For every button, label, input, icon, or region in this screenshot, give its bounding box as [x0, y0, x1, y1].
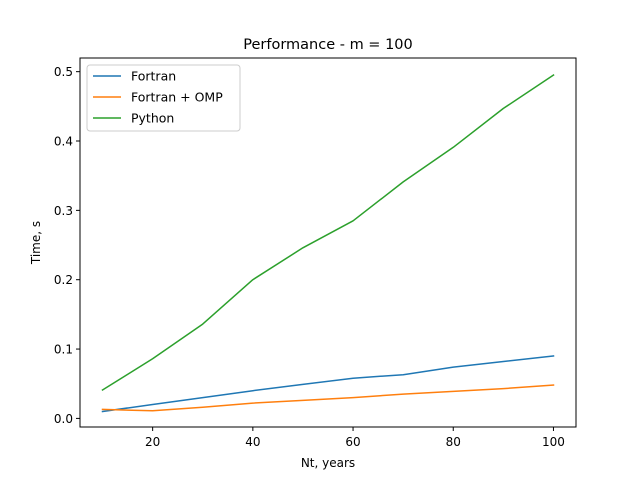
series-lines [101, 74, 555, 413]
plot-area: 20 40 60 80 100 0.0 0.1 0.2 0.3 0.4 0.5 [54, 57, 577, 449]
y-tick-label: 0.0 [54, 412, 73, 426]
y-tick-label: 0.3 [54, 204, 73, 218]
legend-label-python: Python [131, 111, 174, 126]
x-axis-label: Nt, years [301, 456, 355, 470]
y-tick-label: 0.5 [54, 65, 73, 79]
y-axis-label: Time, s [29, 221, 43, 265]
legend-label-fortran-omp: Fortran + OMP [131, 90, 223, 105]
axes-frame [79, 57, 577, 428]
legend: Fortran Fortran + OMP Python [86, 64, 241, 132]
y-axis-ticks: 0.0 0.1 0.2 0.3 0.4 0.5 [54, 65, 80, 426]
series-line-fortran [101, 355, 555, 413]
y-tick-label: 0.4 [54, 135, 73, 149]
chart-title: Performance - m = 100 [243, 37, 413, 53]
series-line-fortran-omp [101, 384, 555, 412]
legend-frame [86, 64, 241, 132]
series-line-python [101, 74, 555, 392]
x-tick-label: 100 [542, 435, 565, 449]
x-axis-ticks: 20 40 60 80 100 [145, 427, 565, 449]
x-tick-label: 60 [345, 435, 360, 449]
legend-label-fortran: Fortran [131, 69, 176, 84]
y-tick-label: 0.2 [54, 273, 73, 287]
y-tick-label: 0.1 [54, 343, 73, 357]
x-tick-label: 20 [145, 435, 160, 449]
x-tick-label: 80 [446, 435, 461, 449]
x-tick-label: 40 [245, 435, 260, 449]
